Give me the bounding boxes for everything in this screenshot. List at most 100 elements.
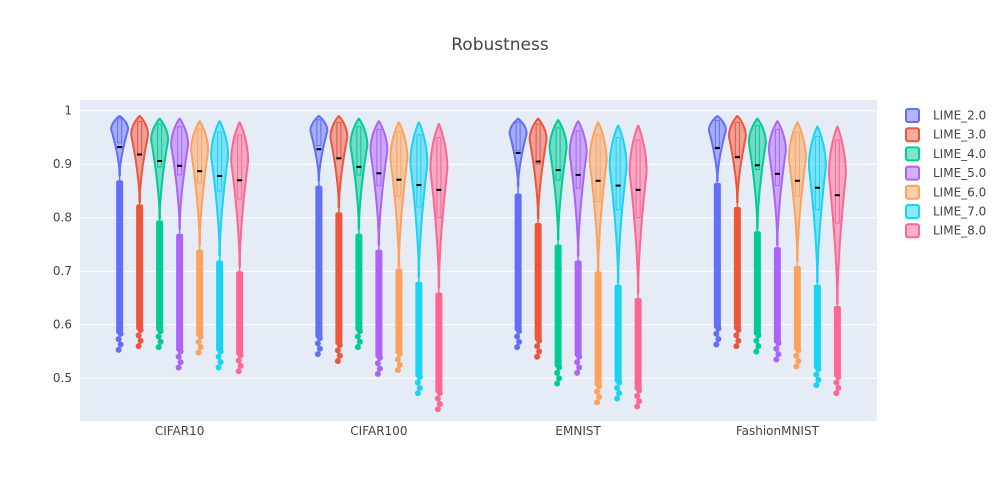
iqr-box [117,118,123,144]
outlier-point [713,330,720,337]
outlier-band [773,247,781,344]
outlier-point [235,357,242,364]
violin-LIME_2.0-FashionMNIST [707,115,727,348]
outlier-point [354,333,361,340]
grid-lines [80,110,877,379]
violin-LIME_3.0-FashionMNIST [727,115,747,350]
outlier-point [334,347,341,354]
iqr-box [734,121,740,157]
outlier-point [137,327,144,334]
legend-label: LIME_6.0 [933,185,986,199]
outlier-point [733,332,740,339]
outlier-point [436,390,443,397]
iqr-box [714,119,720,148]
outlier-point [795,358,802,365]
iqr-box [535,123,541,165]
outlier-point [755,332,762,339]
violin-LIME_8.0-CIFAR100 [429,123,449,413]
legend-item[interactable]: LIME_4.0 [905,146,986,162]
legend-label: LIME_3.0 [933,128,986,142]
y-tick-label: 0.7 [53,264,72,278]
outlier-point [374,370,381,377]
violin-LIME_2.0-CIFAR10 [110,115,130,353]
outlier-point [394,356,401,363]
outlier-point [833,390,840,397]
legend-item[interactable]: LIME_6.0 [905,184,986,200]
outlier-band [733,207,741,331]
iqr-box [197,128,203,184]
iqr-box [157,123,163,168]
outlier-point [416,384,423,391]
iqr-box [615,136,621,211]
iqr-box [436,136,442,219]
outlier-point [574,369,581,376]
outlier-band [534,223,542,341]
y-tick-label: 0.5 [53,371,72,385]
outlier-point [713,341,720,348]
x-tick-label: FashionMNIST [736,424,820,438]
outlier-point [394,367,401,374]
outlier-point [636,398,643,405]
outlier-point [396,351,403,358]
outlier-point [314,351,321,358]
outlier-point [137,337,144,344]
outlier-point [596,393,603,400]
legend-item[interactable]: LIME_7.0 [905,204,986,219]
violin-LIME_7.0-CIFAR100 [409,121,429,397]
violin-LIME_3.0-CIFAR10 [130,115,150,350]
outlier-point [614,395,621,402]
outlier-point [434,395,441,402]
legend-item[interactable]: LIME_3.0 [905,127,986,143]
outlier-point [217,348,224,355]
violin-LIME_7.0-FashionMNIST [807,125,827,389]
iqr-box [814,135,820,211]
outlier-band [634,297,642,391]
outlier-band [713,182,721,329]
legend-item[interactable]: LIME_2.0 [905,108,986,123]
iqr-box [217,131,223,192]
outlier-point [177,348,184,355]
outlier-point [117,341,124,348]
outlier-point [556,364,563,371]
outlier-point [556,375,563,382]
violin-LIME_5.0-FashionMNIST [767,120,787,363]
iqr-box [834,139,840,224]
outlier-band [554,244,562,368]
outlier-point [215,364,222,371]
outlier-band [116,180,124,334]
outlier-point [715,336,722,343]
legend-item[interactable]: LIME_8.0 [905,223,986,239]
legend[interactable]: LIME_2.0 LIME_3.0 LIME_4.0 LIME_5.0 LIME_6.0… [905,108,986,239]
outlier-point [514,333,521,340]
y-tick-label: 1 [64,104,72,118]
legend-swatch [905,146,920,162]
outlier-band [574,260,582,357]
outlier-point [336,352,343,359]
violin-LIME_5.0-CIFAR100 [369,120,389,377]
iqr-box [595,134,601,203]
iqr-box [396,131,402,197]
outlier-point [376,365,383,372]
outlier-point [155,344,162,351]
outlier-point [835,374,842,381]
outlier-band [614,284,622,383]
violin-LIME_7.0-CIFAR10 [210,120,230,371]
outlier-point [813,371,820,378]
outlier-point [815,376,822,383]
iqr-box [356,126,362,176]
outlier-point [735,337,742,344]
outlier-point [135,343,142,350]
legend-swatch [905,108,920,123]
outlier-point [534,353,541,360]
x-tick-label: CIFAR10 [155,424,205,438]
outlier-point [354,344,361,351]
legend-label: LIME_8.0 [933,224,986,238]
outlier-point [117,330,124,337]
outlier-band [335,212,343,346]
outlier-point [833,379,840,386]
outlier-point [576,353,583,360]
outlier-band [435,292,443,394]
legend-item[interactable]: LIME_5.0 [905,165,986,181]
outlier-point [516,328,523,335]
outlier-point [735,327,742,334]
